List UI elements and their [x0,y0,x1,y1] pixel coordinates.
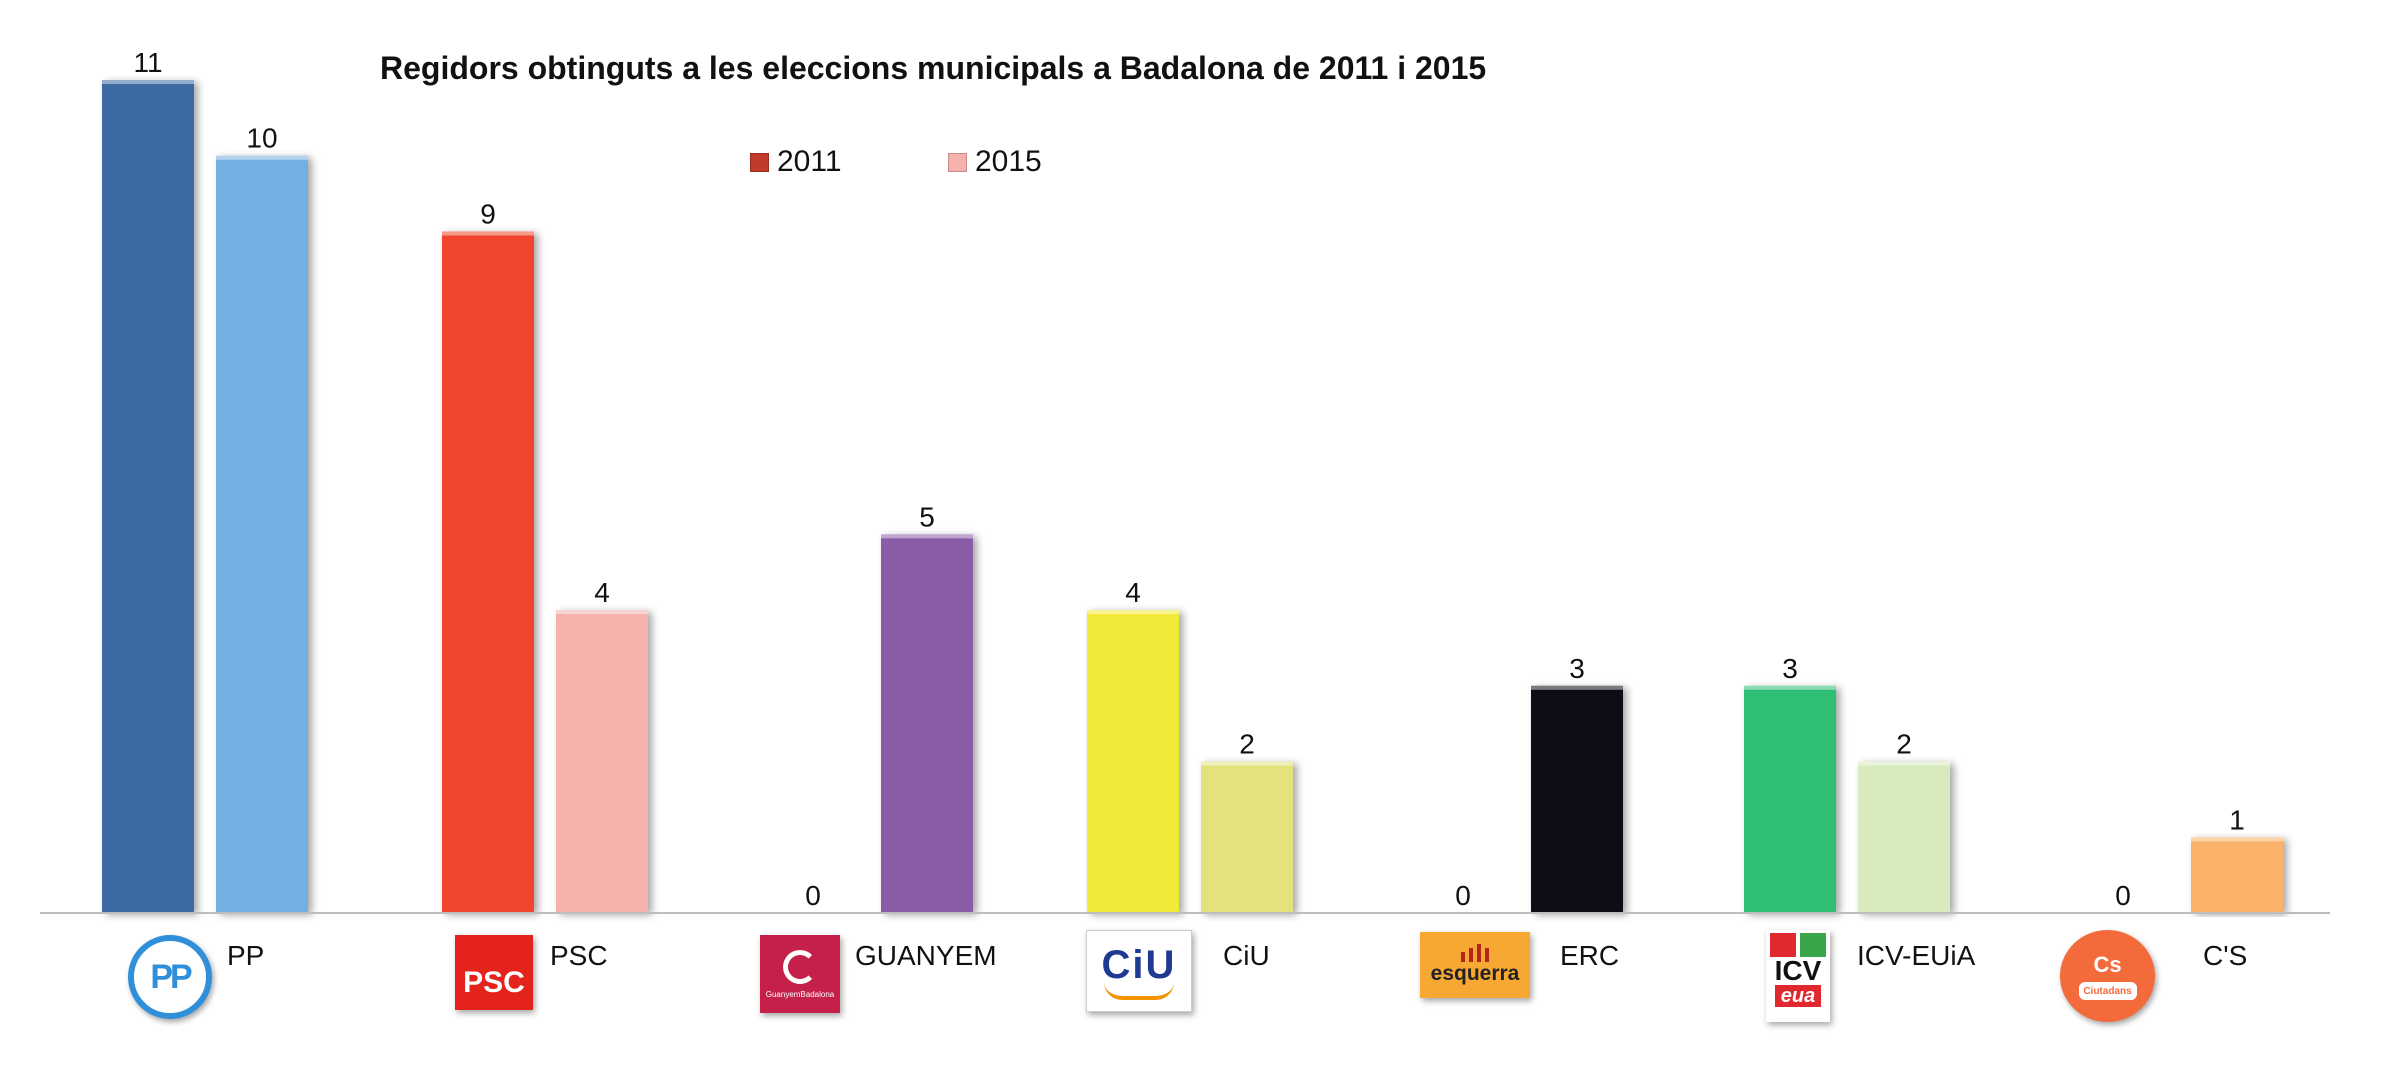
bar-highlight-erc-2015 [1531,685,1623,690]
bar-highlight-ciu-2011 [1087,610,1179,615]
data-label-psc-2015: 4 [594,577,610,608]
icv-euia-logo-icon: ICV eua [1766,930,1830,1022]
data-label-icv-euia-2015: 2 [1896,729,1912,760]
category-label-pp: PP [227,940,265,971]
bar-erc-2015 [1531,685,1623,913]
category-label-cs: C'S [2203,940,2248,971]
category-label-erc: ERC [1560,940,1620,971]
bar-ciu-2011 [1087,610,1179,913]
data-label-ciu-2011: 4 [1125,577,1141,608]
data-label-guanyem-2011: 0 [805,880,821,911]
bar-pp-2011 [102,80,194,913]
bar-highlight-pp-2015 [216,155,308,160]
psc-logo-icon: PSC [455,935,533,1010]
legend-label-2011: 2011 [777,145,842,178]
bar-icv-euia-2015 [1858,761,1950,913]
ciu-logo-icon: CiU [1086,930,1192,1012]
data-label-ciu-2015: 2 [1239,729,1255,760]
data-label-erc-2015: 3 [1569,653,1585,684]
bar-highlight-ciu-2015 [1201,761,1293,766]
data-label-c-s-2011: 0 [2115,880,2131,911]
data-label-c-s-2015: 1 [2229,804,2245,835]
data-label-pp-2015: 10 [246,123,277,154]
data-label-erc-2011: 0 [1455,880,1471,911]
bar-psc-2015 [556,610,648,913]
category-label-icv-euia: ICV-EUiA [1857,940,1976,971]
bar-highlight-pp-2011 [102,80,194,84]
data-label-psc-2011: 9 [480,198,496,229]
bar-psc-2011 [442,231,534,914]
bar-highlight-psc-2011 [442,231,534,236]
legend-swatch-2015 [948,152,967,172]
bar-highlight-icv-euia-2015 [1858,761,1950,766]
category-label-ciu: CiU [1223,940,1270,971]
legend-swatch-2011 [750,152,769,172]
guanyem-logo-icon: GuanyemBadalona [760,935,840,1013]
bar-highlight-guanyem-2015 [881,534,973,539]
data-label-icv-euia-2011: 3 [1782,653,1798,684]
bar-pp-2015 [216,155,308,913]
category-label-guanyem: GUANYEM [855,940,997,971]
chart-title: Regidors obtinguts a les eleccions munic… [380,50,1487,86]
bar-c-s-2015 [2191,837,2283,913]
legend-item-2015: 2015 [948,145,1042,179]
bar-icv-euia-2011 [1744,685,1836,913]
data-label-pp-2011: 11 [133,47,162,78]
bar-ciu-2015 [1201,761,1293,913]
pp-logo-icon: PP [128,935,212,1019]
bar-highlight-c-s-2015 [2191,837,2283,842]
bar-highlight-icv-euia-2011 [1744,685,1836,690]
legend-label-2015: 2015 [975,145,1042,178]
cs-logo-icon: Cs Ciutadans [2060,930,2155,1022]
legend-item-2011: 2011 [750,145,842,179]
erc-logo-icon: esquerra [1420,932,1530,998]
bar-highlight-psc-2015 [556,610,648,615]
data-label-guanyem-2015: 5 [919,501,935,532]
bar-guanyem-2015 [881,534,973,913]
category-label-psc: PSC [550,940,608,971]
